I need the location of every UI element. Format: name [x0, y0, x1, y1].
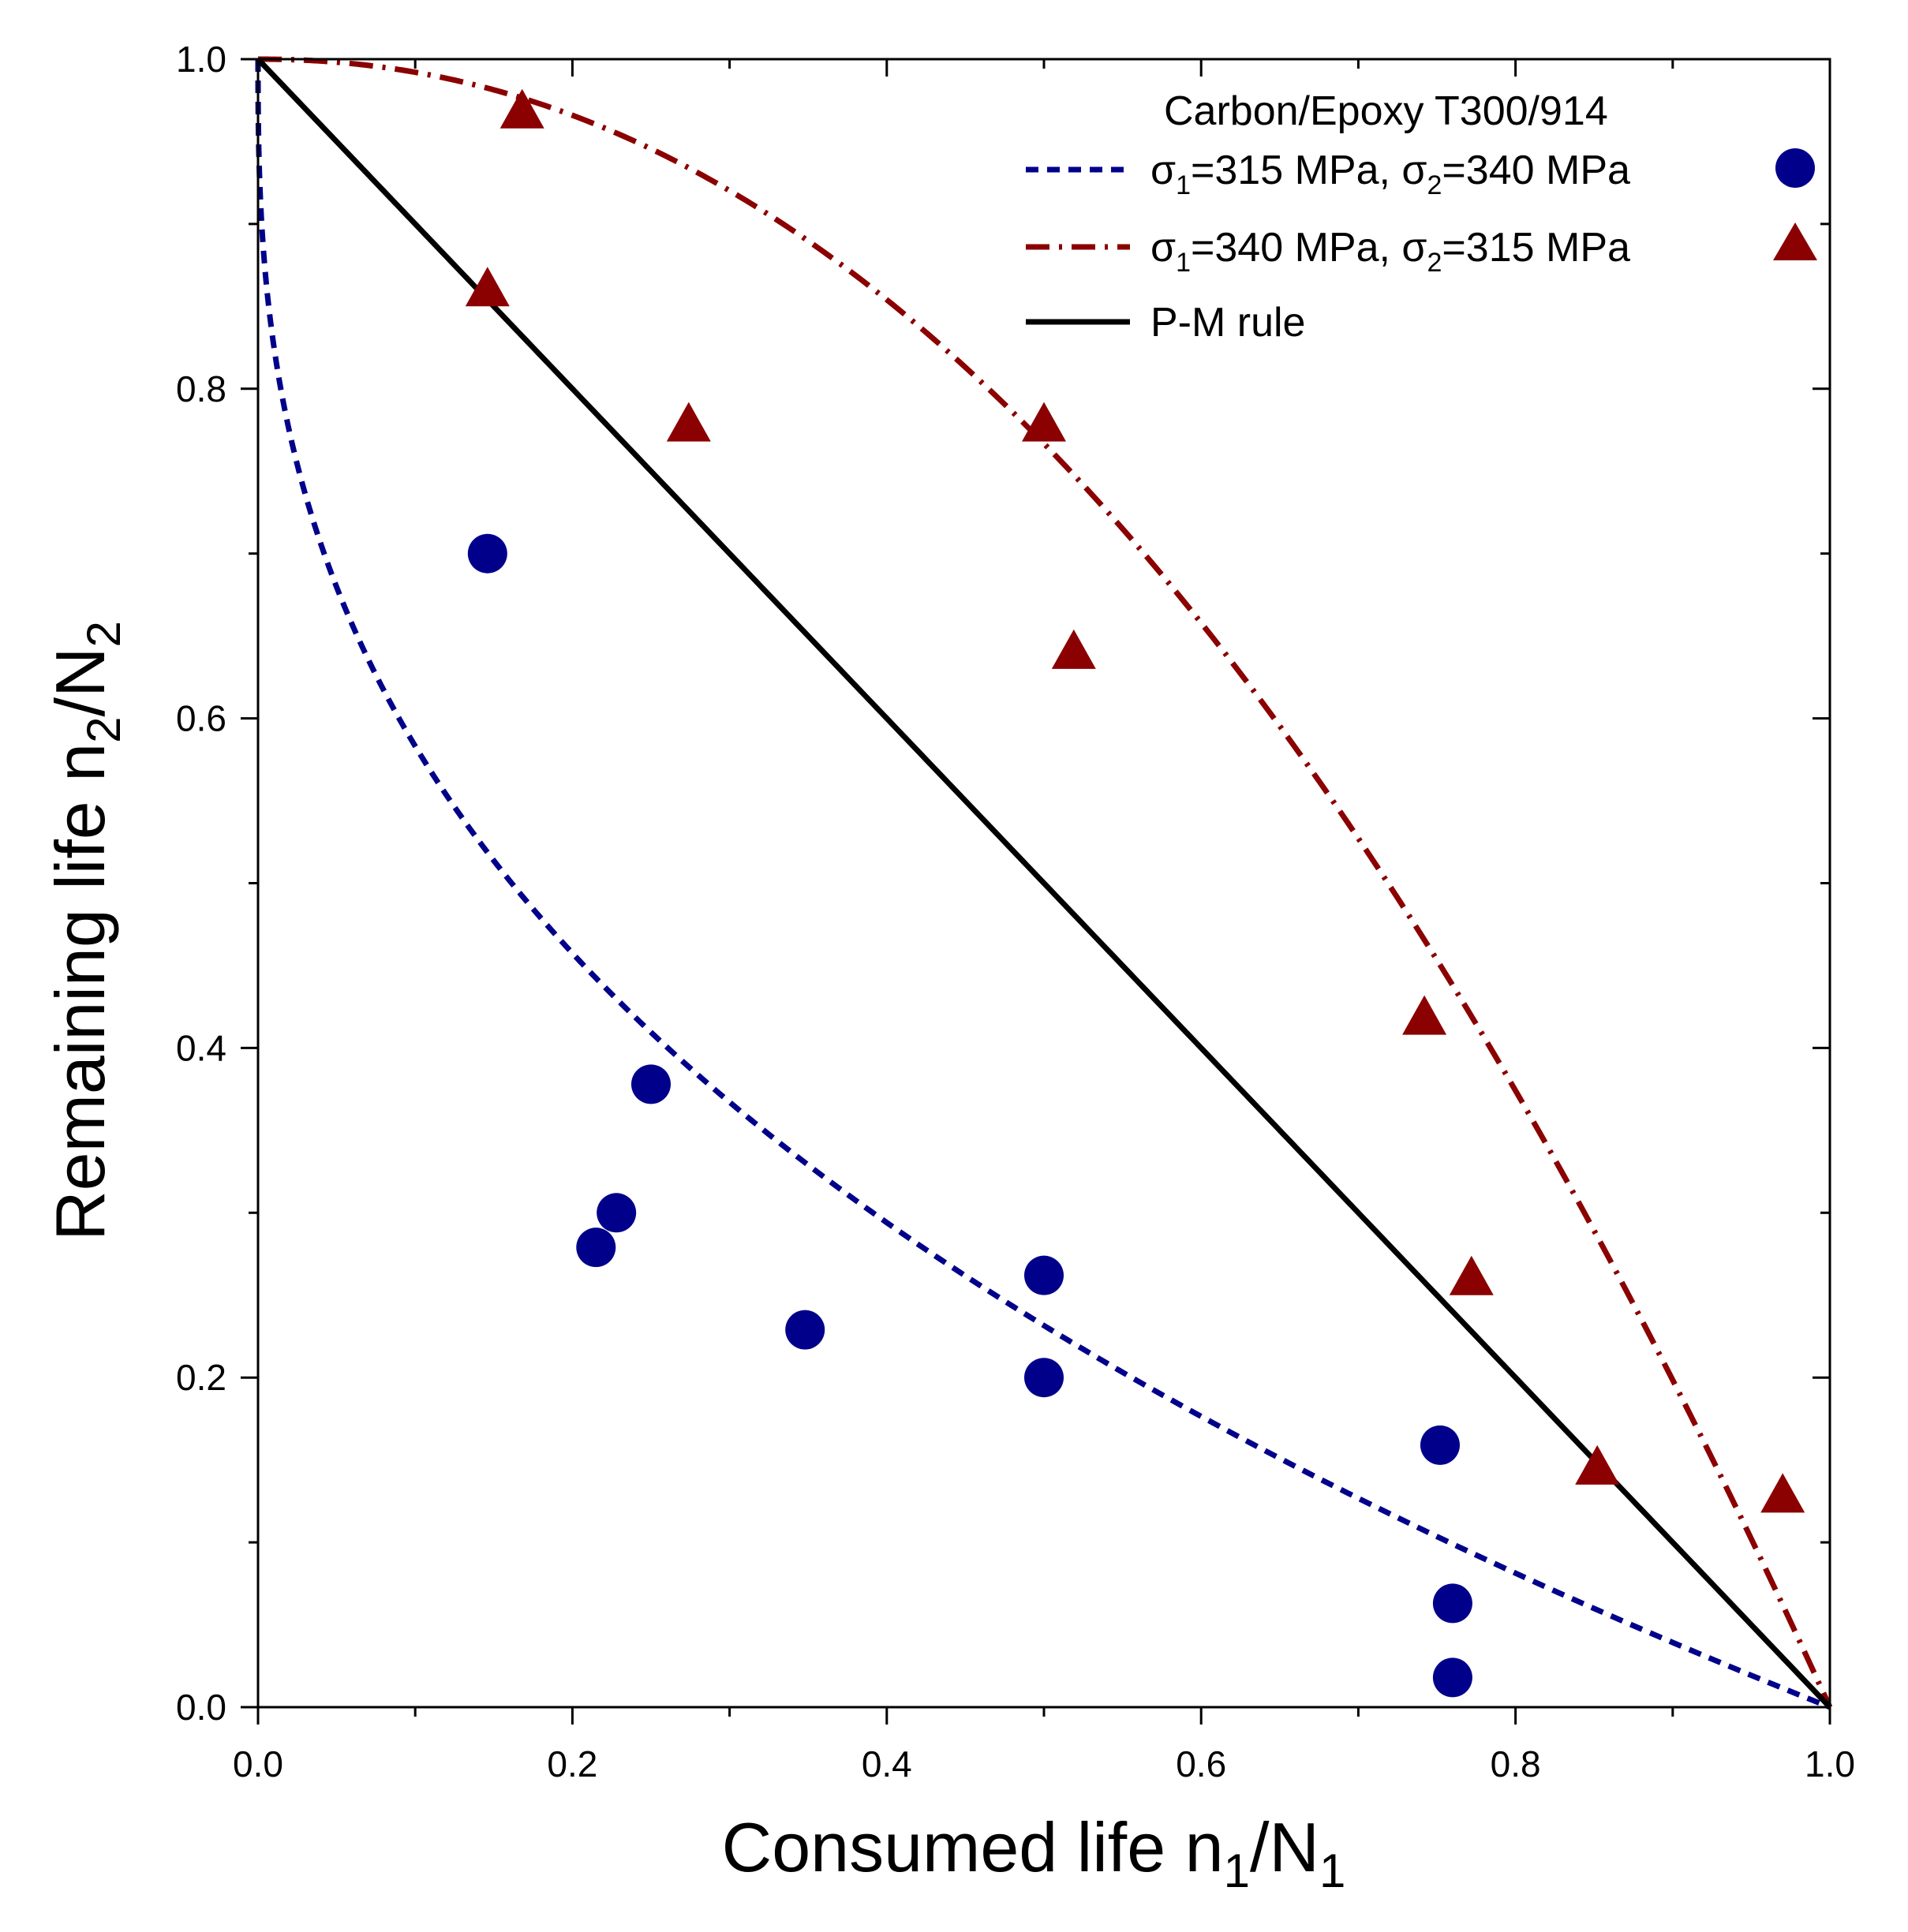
point-triangle-5 — [1402, 995, 1447, 1035]
point-circle-7 — [1420, 1425, 1460, 1465]
y-tick-label-5: 1.0 — [176, 39, 226, 80]
point-circle-9 — [1432, 1657, 1472, 1698]
x-axis-label-sub1: 1 — [1224, 1844, 1250, 1897]
point-circle-4 — [785, 1310, 825, 1350]
legend-red-sigma1-sub: 1 — [1176, 248, 1191, 278]
y-tick-label-4: 0.8 — [176, 368, 226, 409]
legend-red-marker — [1773, 222, 1817, 260]
legend: Carbon/Epoxy T300/914 σ1=315 MPa, σ2=340… — [1026, 88, 1817, 346]
legend-red-value1: =340 MPa, — [1191, 225, 1401, 271]
x-tick-label-1: 0.2 — [547, 1743, 597, 1784]
legend-red-label: σ1=340 MPa, σ2=315 MPa — [1150, 225, 1630, 278]
point-triangle-3 — [1022, 402, 1066, 442]
point-triangle-0 — [499, 88, 544, 129]
x-tick-label-2: 0.4 — [862, 1743, 912, 1784]
legend-blue-value1: =315 MPa, — [1191, 148, 1401, 193]
x-tick-label-5: 1.0 — [1805, 1743, 1855, 1784]
legend-red-value2: =315 MPa — [1442, 225, 1630, 271]
x-axis-label: Consumed life n1/N1 — [722, 1808, 1346, 1897]
point-triangle-1 — [465, 267, 510, 307]
legend-title: Carbon/Epoxy T300/914 — [1164, 88, 1608, 134]
legend-red-sigma1: σ — [1150, 225, 1176, 271]
x-axis-label-base: Consumed life n — [722, 1808, 1224, 1886]
point-triangle-7 — [1575, 1444, 1620, 1485]
legend-blue-sigma1: σ — [1150, 148, 1176, 193]
legend-red-sigma2: σ — [1401, 225, 1427, 271]
curve-red-dash-dot — [255, 56, 1833, 1709]
point-triangle-4 — [1051, 629, 1096, 669]
x-tick-label-4: 0.8 — [1491, 1743, 1541, 1784]
x-axis-label-mid: /N — [1250, 1808, 1319, 1886]
x-tick-label-0: 0.0 — [233, 1743, 283, 1784]
plot-frame — [256, 58, 1831, 1709]
fit-curves — [255, 56, 1833, 1710]
legend-blue-sigma2-sub: 2 — [1427, 170, 1442, 200]
y-tick-label-2: 0.4 — [176, 1027, 226, 1068]
point-circle-6 — [1024, 1358, 1064, 1398]
y-axis-label-sub1: 2 — [77, 717, 130, 743]
point-circle-8 — [1432, 1583, 1472, 1624]
x-axis-label-sub2: 1 — [1319, 1844, 1345, 1897]
y-tick-label-3: 0.6 — [176, 698, 226, 739]
point-circle-1 — [631, 1064, 671, 1104]
legend-black-label: P-M rule — [1150, 300, 1305, 346]
y-tick-label-0: 0.0 — [176, 1687, 226, 1728]
legend-blue-sigma1-sub: 1 — [1176, 170, 1191, 200]
point-circle-0 — [467, 533, 507, 574]
legend-red-sigma2-sub: 2 — [1427, 248, 1442, 278]
legend-blue-marker — [1775, 148, 1815, 188]
data-points — [465, 88, 1805, 1698]
curve-black-solid — [255, 56, 1832, 1710]
axis-tick-labels: 0.0 0.2 0.4 0.6 0.8 1.0 0.0 0.2 0.4 0.6 0.8 1.0 — [176, 39, 1855, 1784]
x-tick-label-3: 0.6 — [1176, 1743, 1226, 1784]
legend-blue-value2: =340 MPa — [1442, 148, 1630, 193]
legend-blue-sigma2: σ — [1401, 148, 1427, 193]
y-axis-label-base: Remaining life n — [41, 743, 119, 1241]
y-axis-label: Remaining life n2/N2 — [41, 621, 130, 1241]
y-axis-label-mid: /N — [41, 648, 119, 717]
point-circle-2 — [597, 1193, 637, 1233]
point-triangle-8 — [1760, 1473, 1805, 1513]
y-axis-label-sub2: 2 — [77, 621, 130, 647]
legend-blue-label: σ1=315 MPa, σ2=340 MPa — [1150, 148, 1630, 200]
point-triangle-6 — [1449, 1255, 1494, 1295]
point-circle-5 — [1024, 1255, 1064, 1295]
curve-blue-dashed — [255, 58, 1831, 1710]
point-triangle-2 — [666, 402, 711, 442]
y-tick-label-1: 0.2 — [176, 1357, 226, 1398]
point-circle-3 — [576, 1228, 616, 1268]
